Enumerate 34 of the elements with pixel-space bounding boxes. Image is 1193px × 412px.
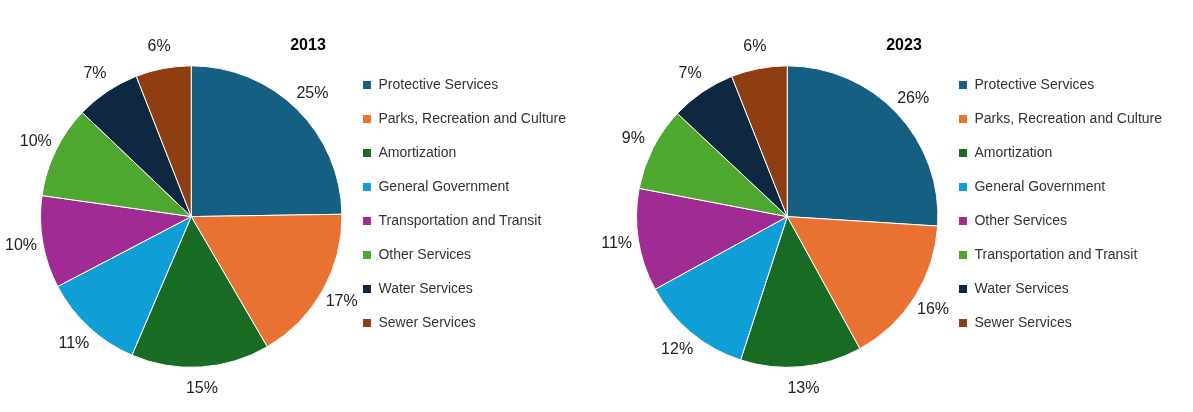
- data-label: 6%: [147, 37, 171, 55]
- legend-label: Parks, Recreation and Culture: [378, 109, 567, 126]
- data-label: 10%: [5, 236, 38, 254]
- legend-label: Water Services: [378, 279, 473, 296]
- legend-label: Other Services: [378, 245, 472, 262]
- data-label: 11%: [58, 333, 90, 351]
- legend-label: Protective Services: [974, 75, 1095, 92]
- data-label: 12%: [661, 340, 694, 358]
- legend-label: Amortization: [378, 143, 457, 160]
- chart-title: 2013: [290, 36, 326, 54]
- data-label: 17%: [325, 291, 358, 309]
- data-label: 25%: [296, 83, 329, 101]
- data-label: 11%: [601, 234, 633, 252]
- legend-label: Water Services: [974, 279, 1069, 296]
- data-label: 6%: [743, 37, 767, 55]
- data-label: 13%: [787, 378, 820, 396]
- data-label: 10%: [19, 131, 52, 149]
- legend-label: Protective Services: [378, 75, 499, 92]
- data-label: 15%: [185, 379, 218, 397]
- legend-label: Amortization: [974, 143, 1053, 160]
- data-label: 7%: [678, 64, 702, 82]
- legend-label: Parks, Recreation and Culture: [974, 109, 1163, 126]
- data-label: 16%: [917, 299, 950, 317]
- legend-label: Sewer Services: [378, 313, 476, 330]
- legend-label: General Government: [974, 177, 1106, 194]
- data-label: 9%: [621, 128, 645, 146]
- legend-label: Sewer Services: [974, 313, 1072, 330]
- legend-label: Transportation and Transit: [974, 245, 1138, 262]
- legend-label: Other Services: [974, 211, 1068, 228]
- legend-label: General Government: [378, 177, 510, 194]
- chart-title: 2023: [886, 36, 922, 54]
- data-label: 7%: [83, 63, 107, 81]
- legend-label: Transportation and Transit: [378, 211, 542, 228]
- data-label: 26%: [897, 88, 930, 106]
